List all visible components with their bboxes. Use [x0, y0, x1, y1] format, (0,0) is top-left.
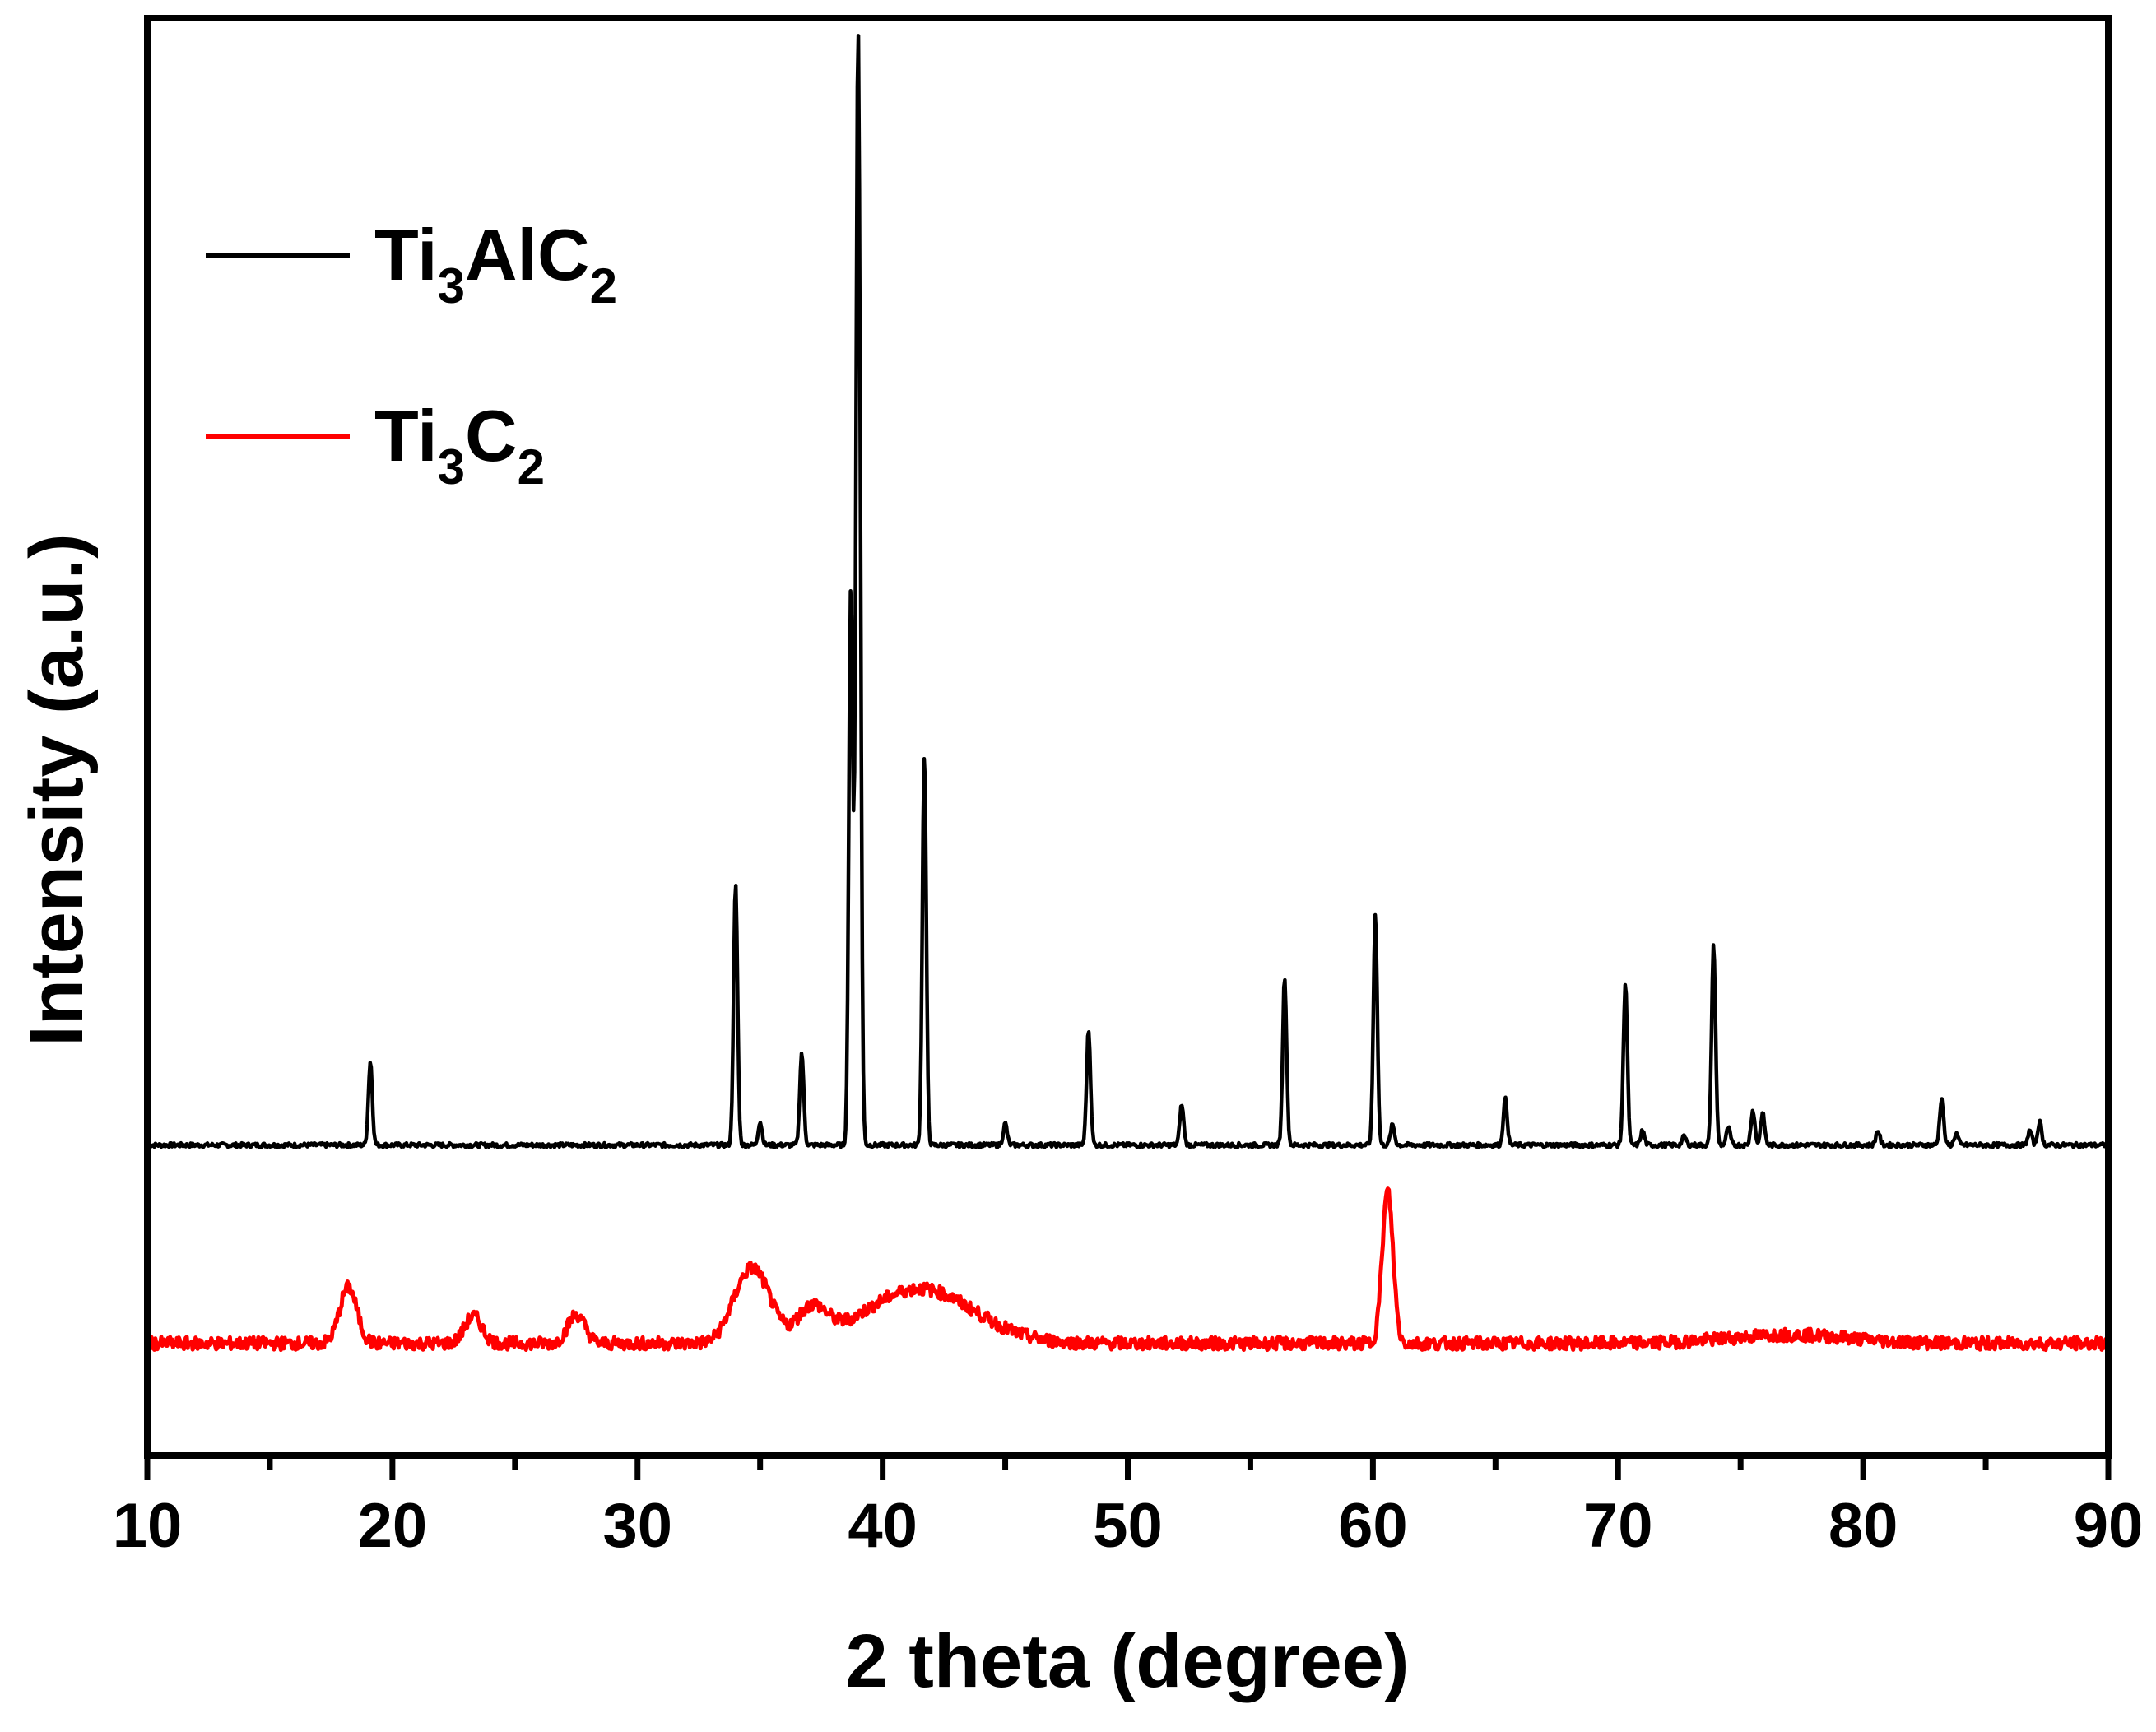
series-layer: [146, 34, 2108, 1353]
series-line-ti3c2: [146, 1186, 2108, 1353]
series-line-ti3alc2: [147, 34, 2108, 1149]
x-axis-title: 2 theta (degree): [845, 1619, 1409, 1703]
x-tick-label: 60: [1338, 1491, 1408, 1561]
x-tick-label: 20: [358, 1491, 428, 1561]
legend: Ti3AlC2 Ti3C2: [206, 214, 617, 495]
legend-label-ti3alc2: Ti3AlC2: [374, 214, 617, 313]
x-tick-label: 30: [602, 1491, 672, 1561]
y-axis-title: Intensity (a.u.): [15, 533, 99, 1047]
x-tick-label: 70: [1583, 1491, 1653, 1561]
x-axis-ticks: 10 20 30 40 50 60 70 80 90: [113, 1456, 2144, 1561]
x-tick-label: 80: [1828, 1491, 1898, 1561]
legend-label-ti3c2: Ti3C2: [374, 395, 545, 495]
x-tick-label: 10: [113, 1491, 183, 1561]
x-tick-label: 90: [2074, 1491, 2144, 1561]
x-tick-label: 40: [848, 1491, 918, 1561]
x-tick-label: 50: [1093, 1491, 1163, 1561]
plot-frame: [144, 15, 2112, 1459]
